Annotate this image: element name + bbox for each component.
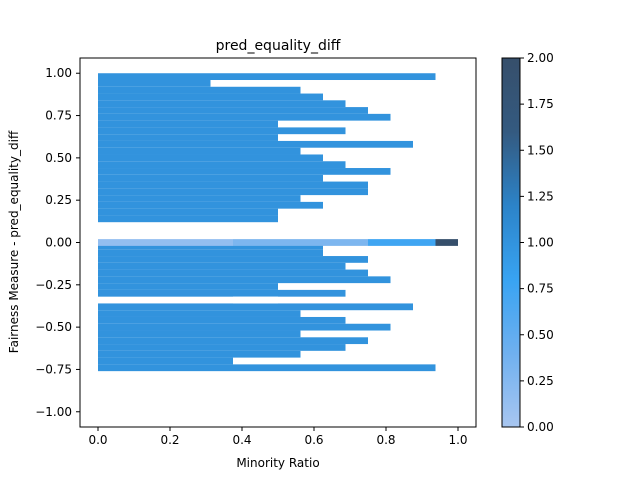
heatmap-cell-zero-row xyxy=(368,239,436,246)
x-axis-ticks: 0.0 0.2 0.4 0.6 0.8 1.0 xyxy=(88,427,468,447)
heatmap-cell xyxy=(98,269,368,277)
heatmap-cell xyxy=(98,249,323,257)
heatmap-cell xyxy=(98,188,368,196)
y-tick-label: −1.00 xyxy=(35,405,72,419)
colorbar-tick-label: 1.50 xyxy=(527,143,554,157)
colorbar-tick-label: 0.75 xyxy=(527,282,554,296)
heatmap-cell xyxy=(98,201,323,209)
heatmap-cell xyxy=(98,174,323,182)
y-tick-label: −0.50 xyxy=(35,320,72,334)
heatmap-cell xyxy=(98,100,346,108)
heatmap-cell xyxy=(98,303,413,311)
heatmap-cell xyxy=(98,337,368,345)
heatmap-cell xyxy=(98,161,346,169)
heatmap-cell xyxy=(98,168,391,175)
plot-area xyxy=(79,57,477,428)
heatmap-cell xyxy=(98,154,323,162)
heatmap-cell xyxy=(98,208,278,216)
heatmap-cell xyxy=(98,357,233,365)
colorbar-tick-label: 0.25 xyxy=(527,374,554,388)
heatmap-cell xyxy=(98,120,278,128)
colorbar-tick-label: 1.00 xyxy=(527,236,554,250)
heatmap-cell xyxy=(98,215,278,223)
heatmap-cell xyxy=(98,80,211,87)
heatmap-cell xyxy=(98,93,323,101)
heatmap-cell xyxy=(98,113,391,121)
x-tick-label: 0.2 xyxy=(160,433,179,447)
heatmap-cell xyxy=(98,344,346,351)
heatmap-empty-cell xyxy=(233,296,278,304)
heatmap-cell xyxy=(98,330,301,338)
y-axis-label: Fairness Measure - pred_equality_diff xyxy=(7,130,21,353)
chart-title: pred_equality_diff xyxy=(216,38,341,54)
heatmap-cell xyxy=(98,195,301,202)
heatmap-cell xyxy=(98,310,301,317)
colorbar-bar xyxy=(501,57,521,428)
x-axis-label: Minority Ratio xyxy=(236,456,319,470)
heatmap-cell xyxy=(98,289,346,297)
heatmap-cell xyxy=(98,350,301,358)
y-axis-ticks: 1.00 0.75 0.50 0.25 0.00 −0.25 −0.50 −0.75 −1.00 xyxy=(35,66,80,419)
heatmap-cell xyxy=(98,181,368,189)
heatmap-cell xyxy=(98,262,346,270)
heatmap-cell xyxy=(98,86,301,94)
colorbar-ticks: 0.00 0.25 0.50 0.75 1.00 1.25 1.50 1.75 2.00 xyxy=(520,51,554,434)
y-tick-label: 0.25 xyxy=(45,193,72,207)
heatmap-cells xyxy=(98,73,458,372)
heatmap-cell xyxy=(98,147,301,155)
heatmap-cell xyxy=(98,316,346,324)
x-tick-label: 0.8 xyxy=(376,433,395,447)
colorbar-tick-label: 1.25 xyxy=(527,189,554,203)
y-tick-label: −0.75 xyxy=(35,362,72,376)
colorbar: 0.00 0.25 0.50 0.75 1.00 1.25 1.50 1.75 2.00 xyxy=(501,51,554,434)
heatmap-cell xyxy=(98,73,436,81)
heatmap-cell xyxy=(98,107,368,114)
y-tick-label: 0.50 xyxy=(45,151,72,165)
heatmap-cell xyxy=(98,140,413,148)
x-tick-label: 0.6 xyxy=(304,433,323,447)
heatmap-cell xyxy=(98,283,278,290)
y-tick-label: −0.25 xyxy=(35,278,72,292)
heatmap-cell xyxy=(98,134,278,141)
heatmap-cell xyxy=(98,276,391,284)
colorbar-tick-label: 0.50 xyxy=(527,328,554,342)
heatmap-cell xyxy=(98,256,368,263)
heatmap-cell-zero-row xyxy=(98,239,233,246)
x-tick-label: 1.0 xyxy=(448,433,467,447)
heatmap-cell xyxy=(98,127,346,135)
x-tick-label: 0.0 xyxy=(88,433,107,447)
heatmap-cell xyxy=(98,364,436,372)
heatmap-cell xyxy=(98,323,391,331)
x-tick-label: 0.4 xyxy=(232,433,251,447)
heatmap-cell-zero-row xyxy=(435,239,458,246)
colorbar-tick-label: 0.00 xyxy=(527,420,554,434)
heatmap-cell-zero-row xyxy=(233,239,368,246)
colorbar-tick-label: 2.00 xyxy=(527,51,554,65)
colorbar-tick-label: 1.75 xyxy=(527,97,554,111)
y-tick-label: 0.75 xyxy=(45,109,72,123)
y-tick-label: 0.00 xyxy=(45,236,72,250)
y-tick-label: 1.00 xyxy=(45,66,72,80)
